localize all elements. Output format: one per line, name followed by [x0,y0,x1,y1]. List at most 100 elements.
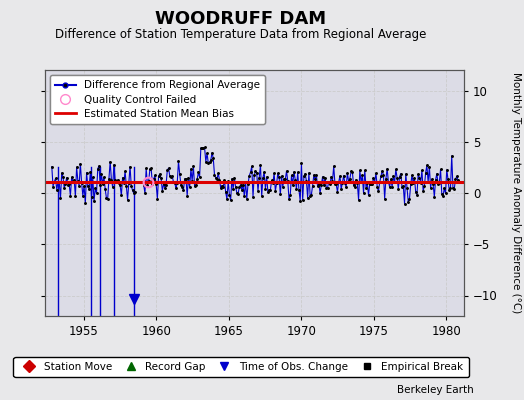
Point [212,174,220,181]
Point [451,176,460,183]
Point [125,180,133,186]
Point [174,158,183,164]
Point [309,182,317,189]
Point [450,186,458,192]
Point [219,184,227,190]
Point [237,187,246,193]
Point [306,192,314,199]
Point [101,186,110,192]
Point [165,165,173,171]
Point [269,180,277,186]
Point [70,176,79,183]
Point [82,169,91,176]
Point [71,193,80,200]
Point [352,176,361,183]
Point [131,189,139,195]
Point [55,179,63,186]
Point [215,176,224,183]
Point [436,166,445,172]
Point [115,180,123,187]
Point [324,179,333,185]
Point [179,187,188,194]
Point [314,181,323,187]
Point [205,159,214,166]
Point [89,174,97,180]
Point [234,190,242,197]
Point [303,194,312,201]
Point [127,182,136,189]
Point [296,198,304,204]
Point [286,192,294,198]
Point [297,160,305,166]
Point [332,181,341,188]
Point [204,160,212,166]
Point [277,173,286,179]
Point [226,197,235,204]
Point [408,172,416,178]
Point [190,183,199,190]
Point [400,200,409,207]
Point [202,158,210,165]
Point [260,169,268,175]
Point [218,182,226,189]
Point [129,190,138,196]
Point [173,180,181,186]
Point [213,176,221,182]
Point [246,169,255,175]
Point [196,145,205,151]
Point [292,186,301,192]
Point [76,160,84,167]
Point [107,176,116,183]
Text: WOODRUFF DAM: WOODRUFF DAM [156,10,326,28]
Point [312,172,321,178]
Point [158,188,167,194]
Point [430,194,439,200]
Point [250,172,258,178]
Point [91,185,100,192]
Point [340,172,348,179]
Point [367,181,375,188]
Point [379,172,388,178]
Point [52,186,61,193]
Point [74,178,82,184]
Point [373,183,381,190]
Point [171,180,179,186]
Point [148,181,157,187]
Point [270,170,278,177]
Point [333,189,342,195]
Point [108,184,117,190]
Point [141,190,149,196]
Point [216,185,225,191]
Point [256,162,265,168]
Point [343,170,352,176]
Point [368,181,376,187]
Point [195,174,204,180]
Point [198,144,206,151]
Point [112,178,121,184]
Point [72,164,81,170]
Point [289,182,297,188]
Point [338,180,346,186]
Point [429,181,438,187]
Point [65,181,73,188]
Point [252,168,260,174]
Point [229,186,237,192]
Point [259,175,267,181]
Point [337,186,345,192]
Point [441,190,450,196]
Point [433,170,441,177]
Point [244,181,252,187]
Point [265,186,274,193]
Point [267,177,276,184]
Point [102,195,111,201]
Point [245,173,254,179]
Point [62,174,71,181]
Point [126,163,134,170]
Point [85,186,93,192]
Point [446,185,455,191]
Point [302,178,311,184]
Point [266,186,275,193]
Legend: Difference from Regional Average, Quality Control Failed, Estimated Station Mean: Difference from Regional Average, Qualit… [50,75,265,124]
Point [410,175,419,181]
Point [399,183,408,189]
